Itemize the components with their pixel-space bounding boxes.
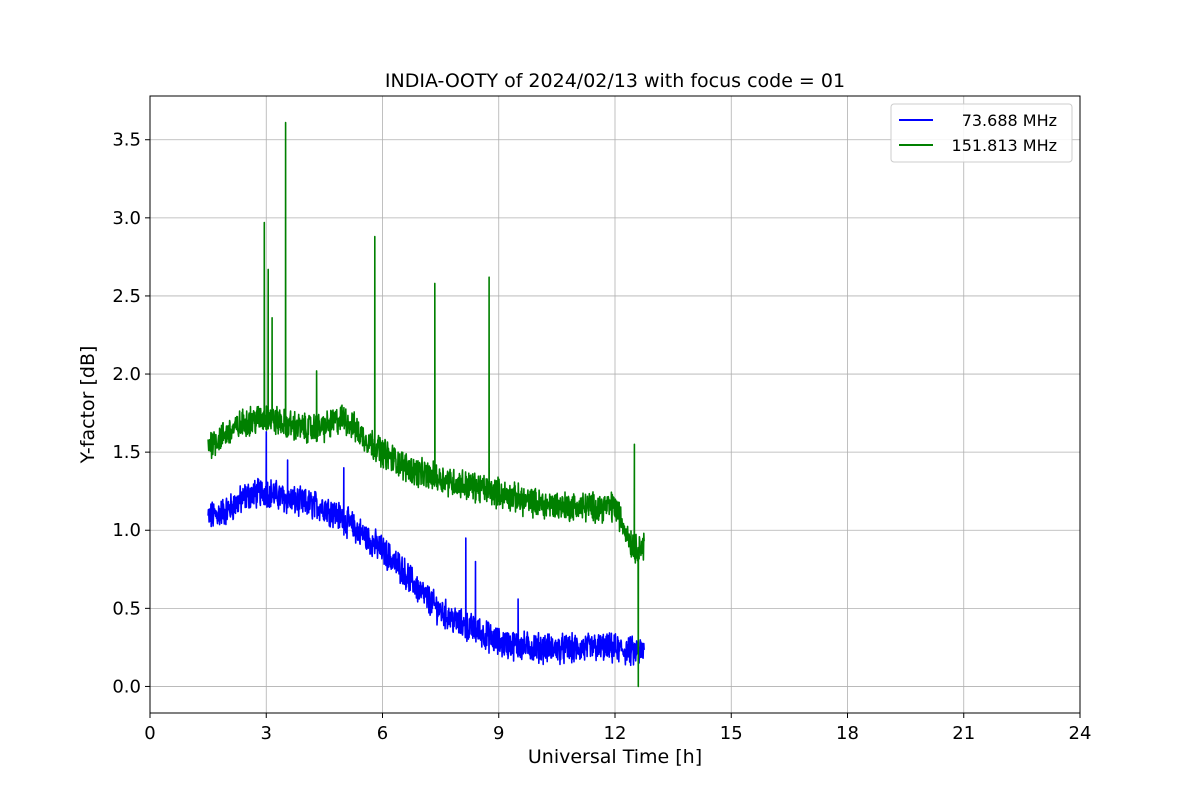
series-line-1: [207, 431, 645, 667]
y-tick-label: 0.0: [112, 676, 141, 697]
y-tick-label: 1.5: [112, 442, 141, 463]
y-tick-label: 2.5: [112, 286, 141, 307]
x-tick-label: 3: [261, 723, 272, 744]
y-tick-label: 0.5: [112, 598, 141, 619]
x-tick-label: 24: [1069, 723, 1092, 744]
x-tick-label: 12: [604, 723, 627, 744]
x-tick-label: 18: [836, 723, 859, 744]
y-axis: 0.0 0.5 1.0 1.5 2.0 2.5 3.0 3.5: [112, 130, 150, 697]
grid: [149, 96, 1081, 713]
y-axis-label: Y-factor [dB]: [77, 346, 99, 465]
x-axis-label: Universal Time [h]: [528, 746, 702, 768]
legend-box: [890, 103, 1073, 163]
y-tick-label: 1.0: [112, 520, 141, 541]
x-tick-label: 0: [144, 723, 155, 744]
plot-area: [207, 121, 645, 688]
x-tick-label: 15: [720, 723, 743, 744]
legend: 73.688 MHz 151.813 MHz: [890, 103, 1073, 163]
legend-label: 73.688 MHz: [962, 111, 1057, 130]
legend-label: 151.813 MHz: [952, 136, 1057, 155]
chart-title: INDIA-OOTY of 2024/02/13 with focus code…: [385, 70, 845, 92]
x-tick-label: 9: [493, 723, 504, 744]
x-tick-label: 6: [377, 723, 388, 744]
y-tick-label: 2.0: [112, 364, 141, 385]
y-tick-label: 3.5: [112, 130, 141, 151]
series-line-2: [207, 121, 645, 688]
y-tick-label: 3.0: [112, 208, 141, 229]
x-axis: 0 3 6 9 12 15 18 21 24: [144, 713, 1091, 744]
x-tick-label: 21: [952, 723, 975, 744]
